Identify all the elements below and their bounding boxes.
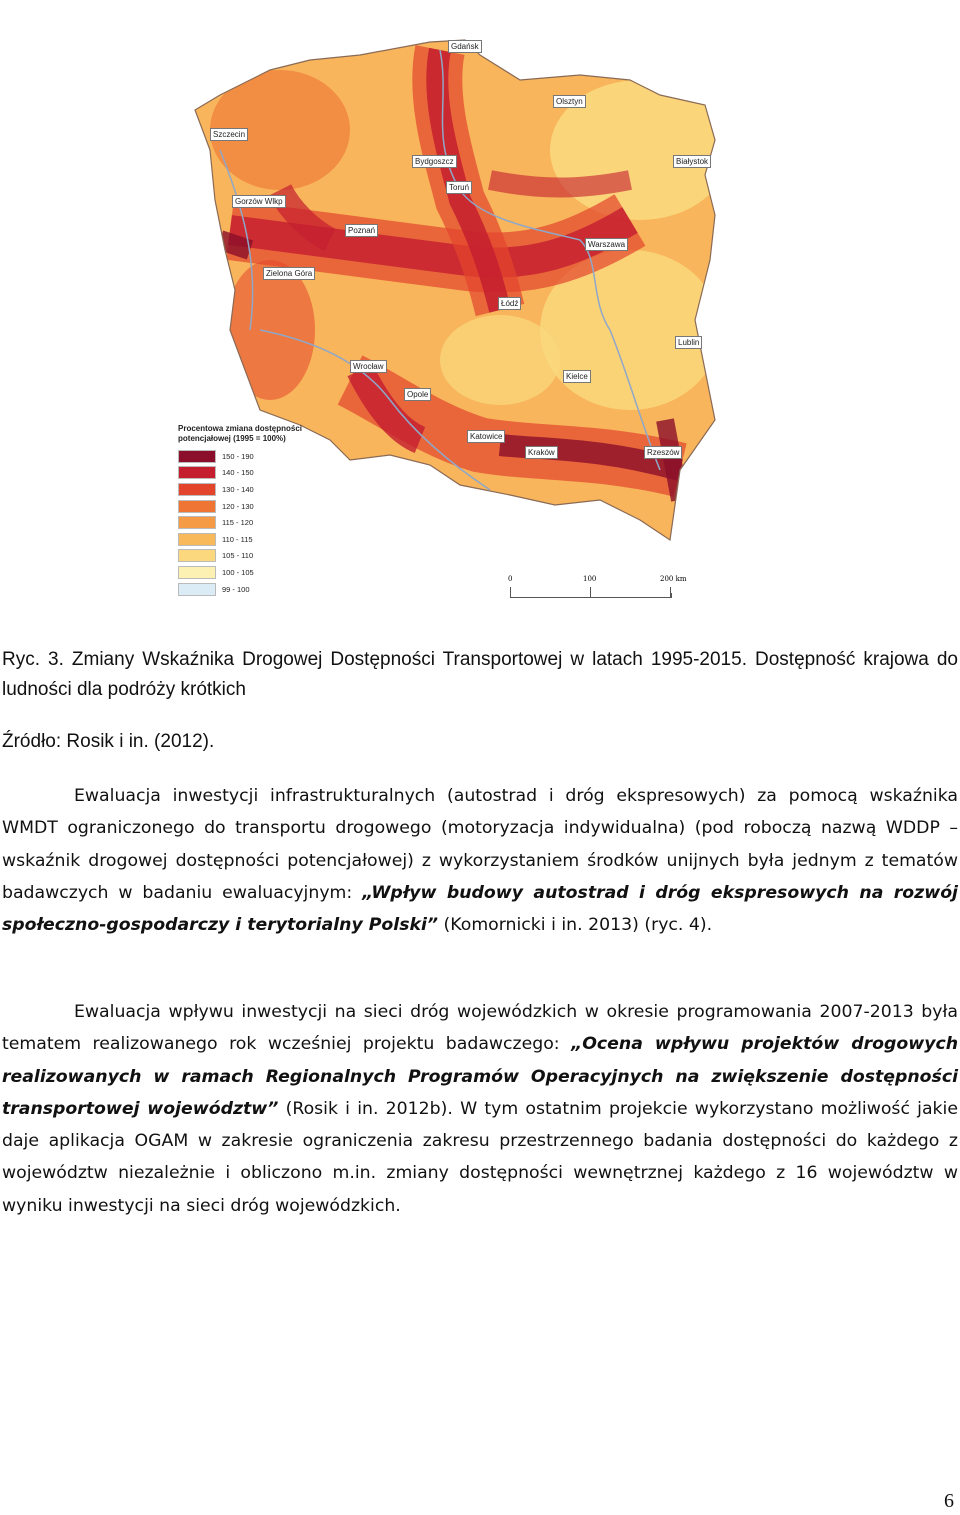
paragraph-text: Ewaluacja wpływu inwestycji na sieci dró… xyxy=(2,1002,958,1055)
scale-tick xyxy=(510,587,511,597)
paragraph-text: (Rosik i in. 2012b). W tym ostatnim proj… xyxy=(2,1098,958,1216)
legend-swatch xyxy=(178,582,216,596)
legend-item: 140 - 150 xyxy=(178,465,308,482)
study-title: „Ocena wpływu projektów drogowych realiz… xyxy=(2,1034,959,1119)
city-label: Wrocław xyxy=(350,360,387,373)
city-label: Rzeszów xyxy=(644,446,683,459)
paragraph-text: (Komornicki i in. 2013) (ryc. 4). xyxy=(438,915,713,936)
legend-label: 120 - 130 xyxy=(222,501,254,511)
city-label: Kielce xyxy=(563,370,591,383)
city-label: Gorzów Wlkp xyxy=(232,195,286,208)
city-label: Białystok xyxy=(673,155,712,168)
city-label: Zielona Góra xyxy=(263,267,316,280)
legend-item: 99 - 100 xyxy=(178,581,308,598)
city-label: Gdańsk xyxy=(448,40,482,53)
legend-item: 105 - 110 xyxy=(178,548,308,565)
scale-line xyxy=(510,593,672,598)
city-label: Poznań xyxy=(345,224,379,237)
study-title: „Wpływ budowy autostrad i dróg ekspresow… xyxy=(2,882,958,936)
legend-swatch xyxy=(178,565,216,579)
legend-item: 120 - 130 xyxy=(178,498,308,515)
city-label: Toruń xyxy=(446,181,473,194)
legend-label: 105 - 110 xyxy=(222,551,254,561)
legend-item: 130 - 140 xyxy=(178,481,308,498)
accessibility-map: Gdańsk Olsztyn Szczecin Bydgoszcz Białys… xyxy=(160,0,720,620)
city-label: Szczecin xyxy=(210,128,249,141)
city-label: Kraków xyxy=(525,446,558,459)
city-label: Opole xyxy=(404,388,432,401)
legend-swatch xyxy=(178,516,216,530)
legend-swatch xyxy=(178,466,216,480)
legend-label: 110 - 115 xyxy=(222,534,253,544)
figure-source: Źródło: Rosik i in. (2012). xyxy=(2,731,215,752)
city-label: Katowice xyxy=(467,430,506,443)
scale-tick xyxy=(590,587,591,597)
city-label: Łódź xyxy=(498,297,522,310)
scale-label: 200 km xyxy=(660,575,687,583)
legend-title: Procentowa zmiana dostępności potencjało… xyxy=(178,424,303,443)
legend-swatch xyxy=(178,449,216,463)
scale-label: 100 xyxy=(583,575,597,583)
legend-label: 140 - 150 xyxy=(222,468,254,478)
legend-item: 100 - 105 xyxy=(178,564,308,581)
legend-swatch xyxy=(178,499,216,513)
city-label: Warszawa xyxy=(585,238,629,251)
city-label: Lublin xyxy=(675,336,703,349)
legend-label: 150 - 190 xyxy=(222,451,254,461)
legend-label: 115 - 120 xyxy=(222,518,254,528)
paragraph-text: Ewaluacja inwestycji infrastrukturalnych… xyxy=(2,786,958,903)
body-paragraph: Ewaluacja wpływu inwestycji na sieci dró… xyxy=(2,996,958,1222)
legend-swatch xyxy=(178,549,216,563)
legend-label: 99 - 100 xyxy=(222,584,250,594)
legend-item: 150 - 190 xyxy=(178,448,308,465)
city-label: Olsztyn xyxy=(553,95,586,108)
scale-label: 0 xyxy=(508,575,513,583)
body-paragraph: Ewaluacja inwestycji infrastrukturalnych… xyxy=(2,780,958,941)
legend-label: 100 - 105 xyxy=(222,567,254,577)
page-number: 6 xyxy=(944,1490,954,1512)
legend-item: 115 - 120 xyxy=(178,514,308,531)
poland-map-image xyxy=(194,39,716,542)
map-legend: Procentowa zmiana dostępności potencjało… xyxy=(178,424,308,597)
legend-item: 110 - 115 xyxy=(178,531,308,548)
legend-swatch xyxy=(178,482,216,496)
figure-caption: Ryc. 3. Zmiany Wskaźnika Drogowej Dostęp… xyxy=(2,649,958,700)
scale-bar: 0 100 200 km xyxy=(505,575,695,615)
legend-label: 130 - 140 xyxy=(222,484,254,494)
legend-swatch xyxy=(178,532,216,546)
city-label: Bydgoszcz xyxy=(412,155,457,168)
scale-tick xyxy=(670,587,671,597)
